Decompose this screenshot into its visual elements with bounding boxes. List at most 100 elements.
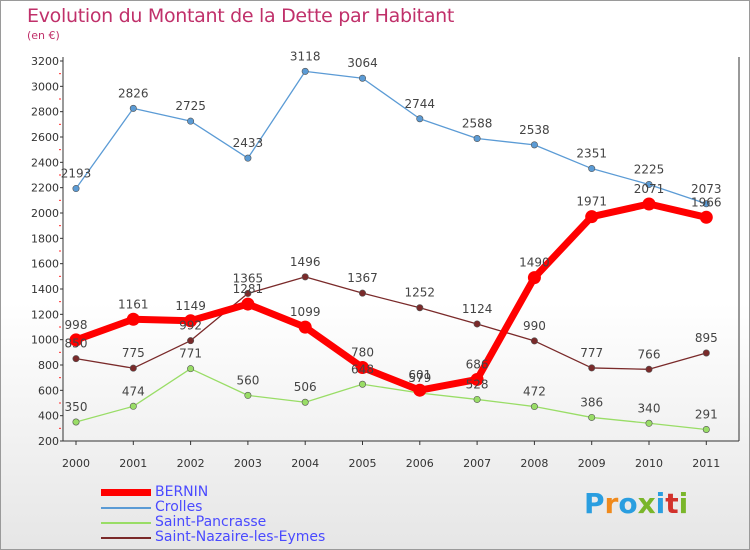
data-point <box>473 395 481 403</box>
axes: 200 400 600 800 1000 1200 1400 1600 1800 2000 2200… <box>31 55 740 470</box>
data-point <box>530 141 538 149</box>
data-label: 506 <box>294 380 317 394</box>
data-point <box>416 115 424 123</box>
data-label: 998 <box>65 318 88 332</box>
y-tick-label: 1200 <box>31 308 59 321</box>
data-label: 686 <box>466 357 489 371</box>
series-line-saint-nazaire-les-eymes <box>75 276 707 370</box>
data-point <box>298 320 312 334</box>
chart-title: Evolution du Montant de la Dette par Hab… <box>27 5 455 27</box>
data-label: 474 <box>122 384 145 398</box>
data-label: 291 <box>695 407 718 421</box>
data-point <box>473 135 481 143</box>
data-label: 528 <box>466 377 489 391</box>
data-point <box>184 314 198 328</box>
data-point <box>416 304 424 312</box>
data-point <box>244 289 252 297</box>
data-point <box>69 333 83 347</box>
data-point <box>358 380 366 388</box>
data-point <box>702 200 710 208</box>
data-label: 648 <box>351 362 374 376</box>
x-tick-label: 2007 <box>463 457 491 470</box>
data-label: 895 <box>695 331 718 345</box>
data-label: 1099 <box>290 305 321 319</box>
data-point <box>588 413 596 421</box>
data-label: 1149 <box>175 299 206 313</box>
data-label: 340 <box>638 401 661 415</box>
y-tick-label: 2400 <box>31 156 59 169</box>
data-label: 2725 <box>175 99 206 113</box>
data-point <box>72 355 80 363</box>
data-point <box>129 402 137 410</box>
data-point <box>585 210 599 224</box>
logo-letter: P <box>584 487 605 520</box>
data-label: 2351 <box>576 147 607 161</box>
data-point <box>356 361 369 375</box>
data-label: 1281 <box>233 282 264 296</box>
data-label: 775 <box>122 346 145 360</box>
y-tick-label: 3200 <box>31 55 59 68</box>
x-tick-label: 2003 <box>234 457 262 470</box>
legend-swatch <box>101 537 151 539</box>
data-point <box>358 74 366 82</box>
data-point <box>530 403 538 411</box>
data-point <box>241 297 255 311</box>
data-point <box>702 425 710 433</box>
data-label: 1966 <box>691 195 722 209</box>
data-label: 2538 <box>519 123 550 137</box>
series-line-saint-pancrasse <box>75 368 707 431</box>
series-line-bernin <box>74 200 708 394</box>
data-point <box>645 365 653 373</box>
data-label: 2071 <box>634 182 665 196</box>
data-point <box>473 320 481 328</box>
data-label: 850 <box>65 337 88 351</box>
legend-swatch <box>101 489 151 496</box>
data-point <box>413 383 427 397</box>
x-tick-label: 2004 <box>291 457 319 470</box>
x-tick-label: 2006 <box>406 457 434 470</box>
data-label: 2588 <box>462 117 493 131</box>
data-point <box>470 372 484 386</box>
data-label: 3064 <box>347 56 378 70</box>
logo-letter: r <box>604 487 619 520</box>
data-label: 2225 <box>634 163 665 177</box>
data-label: 472 <box>523 385 546 399</box>
series-line-crolles <box>75 70 707 205</box>
data-label: 3118 <box>290 49 321 63</box>
data-point <box>187 337 195 345</box>
y-tick-label: 1800 <box>31 232 59 245</box>
x-tick-label: 2002 <box>177 457 205 470</box>
logo-letter: i <box>678 487 689 520</box>
data-point <box>588 165 596 173</box>
data-point <box>244 391 252 399</box>
data-point <box>642 197 656 211</box>
data-label: 777 <box>580 346 603 360</box>
legend-swatch <box>101 522 151 524</box>
data-label: 2433 <box>233 136 264 150</box>
data-point <box>530 337 538 345</box>
x-tick-label: 2010 <box>635 457 663 470</box>
y-tick-label: 1000 <box>31 334 59 347</box>
x-tick-label: 2001 <box>119 457 147 470</box>
data-point <box>301 398 309 406</box>
y-tick-label: 800 <box>38 359 59 372</box>
x-tick-label: 2009 <box>578 457 606 470</box>
y-tick-label: 200 <box>38 435 59 448</box>
legend-label: Saint-Pancrasse <box>155 514 267 530</box>
y-tick-label: 2000 <box>31 207 59 220</box>
data-labels: 2193 2826 2725 2433 3118 3064 2744 2588 2538 2351… <box>61 49 722 421</box>
data-point <box>645 181 653 189</box>
data-point <box>527 271 541 285</box>
data-label: 1971 <box>576 195 607 209</box>
data-label: 1496 <box>290 255 321 269</box>
x-tick-label: 2005 <box>349 457 377 470</box>
data-label: 1365 <box>233 271 264 285</box>
data-label: 1367 <box>347 271 378 285</box>
data-point <box>301 67 309 75</box>
y-tick-label: 2800 <box>31 106 59 119</box>
data-label: 579 <box>408 371 431 385</box>
data-point <box>129 104 137 112</box>
data-label: 2073 <box>691 182 722 196</box>
legend-label: Saint-Nazaire-les-Eymes <box>155 529 326 545</box>
